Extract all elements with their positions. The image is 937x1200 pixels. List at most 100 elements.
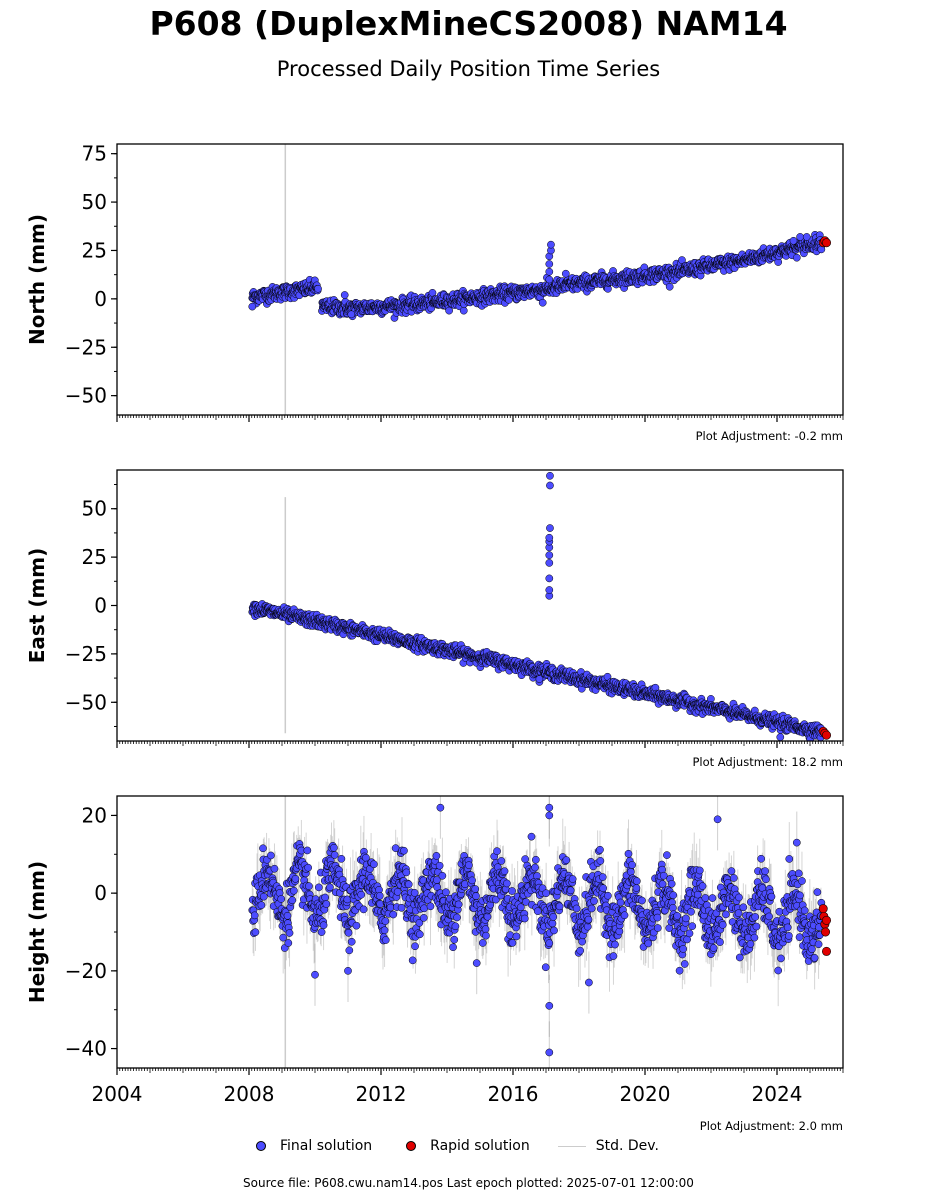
final-point-outlier: [796, 233, 804, 241]
final-point: [678, 256, 686, 264]
final-point: [321, 893, 330, 902]
final-point-outlier: [535, 675, 544, 683]
final-point: [270, 864, 279, 873]
final-point: [283, 911, 292, 920]
final-point: [506, 931, 514, 940]
final-point: [408, 956, 417, 965]
final-point: [305, 882, 313, 890]
final-point: [290, 886, 298, 895]
final-point: [548, 919, 557, 928]
final-point: [345, 946, 354, 955]
panel-0-data: [248, 144, 831, 415]
final-point: [533, 907, 542, 916]
final-point: [411, 942, 419, 951]
final-point: [415, 919, 424, 927]
final-point: [549, 913, 558, 921]
final-point-outlier: [545, 551, 554, 560]
final-point-outlier: [545, 275, 554, 284]
final-point: [267, 851, 275, 860]
final-solution-points: [248, 471, 826, 741]
final-point: [550, 926, 558, 935]
final-point: [402, 868, 411, 877]
final-point: [527, 832, 536, 841]
final-point: [512, 932, 521, 941]
final-point: [285, 929, 294, 937]
final-point: [284, 939, 293, 947]
final-point: [259, 844, 267, 853]
final-point: [314, 284, 322, 293]
final-point: [303, 846, 312, 855]
final-point-outlier: [546, 524, 554, 532]
panel-0: −50 −25 0 25 50 75 North (mm) Plot Adjustment: …: [25, 142, 844, 443]
y-tick-label: 25: [82, 545, 107, 569]
final-point: [451, 922, 460, 931]
final-point: [376, 900, 385, 908]
final-point: [521, 855, 529, 863]
final-point: [503, 879, 511, 888]
final-point: [259, 892, 268, 901]
final-point: [397, 903, 406, 912]
final-point: [472, 892, 480, 900]
panel-1-data: [248, 471, 831, 741]
final-point: [330, 851, 339, 859]
final-point: [491, 895, 500, 904]
final-point-outlier: [802, 233, 811, 241]
final-point-outlier: [546, 481, 554, 490]
final-point: [419, 914, 428, 922]
final-point: [415, 930, 424, 939]
final-solution-points: [248, 803, 826, 1057]
final-point-outlier: [561, 269, 570, 278]
final-point: [516, 903, 525, 912]
final-point: [435, 861, 444, 870]
final-point: [545, 939, 554, 947]
final-point: [450, 935, 459, 944]
final-point: [665, 282, 674, 291]
final-solution-points: [248, 230, 826, 322]
final-point-outlier: [340, 291, 349, 299]
final-point: [250, 911, 259, 920]
final-point-outlier: [789, 236, 798, 245]
chart-subtitle: Processed Daily Position Time Series: [276, 57, 661, 81]
final-point-outlier: [545, 559, 554, 567]
y-tick-label: −50: [65, 690, 107, 714]
final-point: [500, 867, 509, 876]
panel-1: −50 −25 0 25 50 East (mm) Plot Adjustment: 18.…: [25, 469, 844, 769]
final-point: [481, 925, 490, 933]
final-point-outlier: [545, 260, 554, 268]
plot-adjustment-label: Plot Adjustment: 18.2 mm: [692, 755, 843, 769]
final-point-outlier: [545, 267, 554, 276]
final-point: [482, 931, 490, 940]
final-point-outlier: [248, 302, 257, 311]
final-point: [453, 913, 461, 922]
y-tick-label: 50: [82, 497, 107, 521]
final-point: [326, 883, 334, 892]
final-point: [337, 854, 346, 863]
final-point: [317, 928, 326, 936]
final-point: [449, 943, 457, 952]
final-point: [542, 889, 550, 898]
rapid-solution-points: [818, 236, 831, 248]
final-point: [478, 939, 487, 947]
y-tick-label: 50: [82, 190, 107, 214]
final-point: [322, 900, 331, 908]
final-point: [792, 253, 801, 262]
rapid-point: [821, 238, 831, 248]
y-tick-label: 25: [82, 238, 107, 262]
final-point: [454, 900, 463, 909]
final-point: [428, 288, 437, 297]
final-point: [314, 883, 323, 892]
panel-2-data: [248, 796, 831, 1068]
final-point: [291, 874, 300, 883]
final-point: [442, 888, 450, 897]
final-point-outlier: [347, 310, 356, 319]
final-point: [520, 914, 529, 923]
y-tick-label: −25: [65, 642, 107, 666]
rapid-point: [821, 730, 831, 740]
final-point: [319, 921, 328, 930]
final-point: [381, 917, 390, 925]
final-point: [404, 880, 413, 889]
final-point-outlier: [547, 240, 555, 249]
final-point: [471, 885, 480, 893]
